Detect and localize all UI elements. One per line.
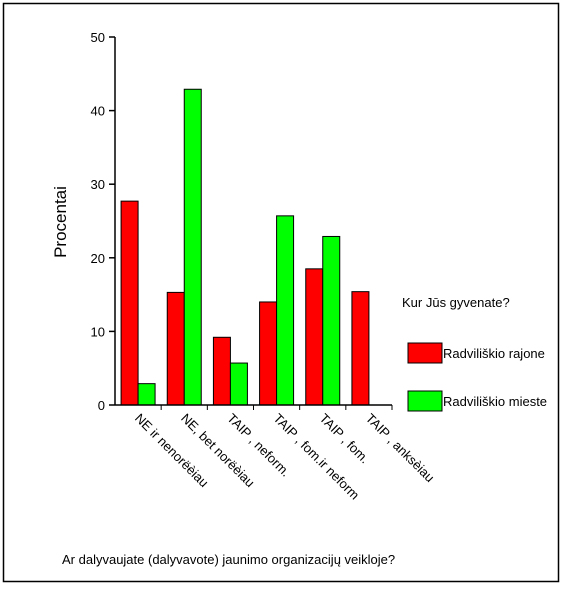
legend-title: Kur Jūs gyvenate? <box>402 295 510 310</box>
legend-label: Radviliškio mieste <box>443 394 547 409</box>
x-axis-label: Ar dalyvaujate (dalyvavote) jaunimo orga… <box>62 552 395 567</box>
bar-mieste <box>184 89 201 405</box>
bar-rajone <box>260 302 277 405</box>
bar-mieste <box>323 236 340 405</box>
y-tick-label: 20 <box>91 251 105 266</box>
bar-rajone <box>167 292 184 405</box>
bar-mieste <box>277 216 294 405</box>
y-axis-label: Procentai <box>51 186 70 258</box>
bar-rajone <box>352 292 369 405</box>
legend-label: Radviliškio rajone <box>443 346 545 361</box>
bar-rajone <box>121 201 138 405</box>
bar-rajone <box>306 269 323 405</box>
y-tick-label: 0 <box>98 398 105 413</box>
bar-mieste <box>138 384 155 405</box>
y-tick-label: 30 <box>91 177 105 192</box>
bar-mieste <box>230 363 247 405</box>
y-tick-label: 50 <box>91 30 105 45</box>
y-tick-label: 10 <box>91 324 105 339</box>
legend-swatch <box>408 391 442 411</box>
bar-rajone <box>213 337 230 405</box>
y-tick-label: 40 <box>91 104 105 119</box>
legend-swatch <box>408 343 442 363</box>
